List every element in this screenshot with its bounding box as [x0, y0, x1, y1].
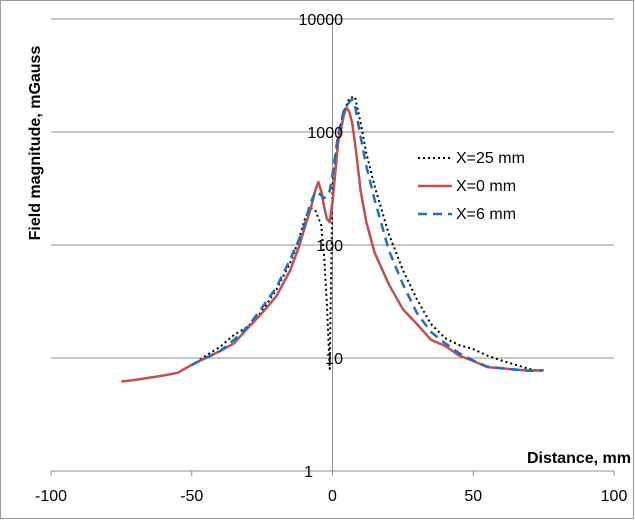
- y-tick-label-100: 100: [316, 238, 343, 255]
- legend: X=25 mm X=0 mm X=6 mm: [418, 150, 525, 223]
- x-tick-label-100: 100: [601, 488, 628, 505]
- y-tick-label-1: 1: [304, 464, 313, 481]
- y-tick-label-10000: 10000: [299, 12, 344, 29]
- y-tick-label-10: 10: [325, 351, 343, 368]
- x-tick-labels: -100 -50 0 50 100: [35, 488, 627, 505]
- grid-layer: [50, 18, 615, 476]
- y-tick-label-1000: 1000: [307, 125, 343, 142]
- x-tick-label-neg100: -100: [35, 488, 67, 505]
- y-tick-labels: 10000 1000 100 10 1: [299, 12, 344, 481]
- series-line-x0mm: [121, 106, 544, 383]
- x-tick-label-neg50: -50: [180, 488, 203, 505]
- legend-label-x25mm: X=25 mm: [456, 150, 525, 167]
- series-line-x6mm: [191, 97, 544, 373]
- x-axis-title: Distance, mm: [527, 450, 631, 467]
- y-axis-title: Field magnitude, mGauss: [27, 46, 44, 241]
- series-layer: [121, 95, 544, 383]
- x-tick-label-0: 0: [328, 488, 337, 505]
- x-tick-label-50: 50: [464, 488, 482, 505]
- legend-label-x0mm: X=0 mm: [456, 178, 516, 195]
- legend-label-x6mm: X=6 mm: [456, 206, 516, 223]
